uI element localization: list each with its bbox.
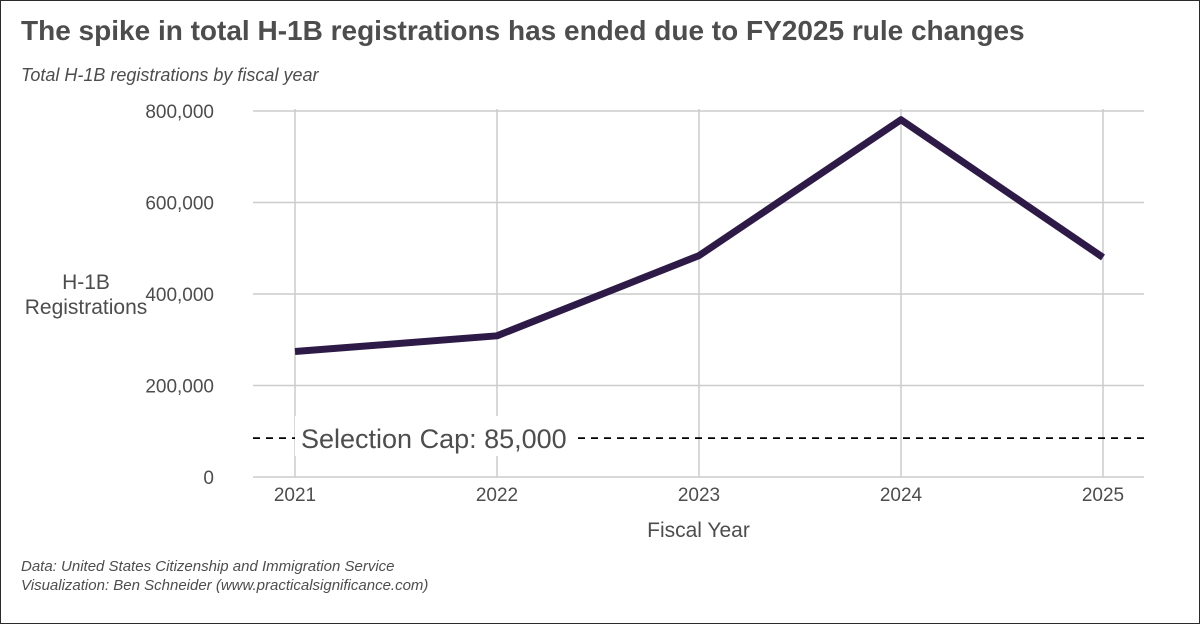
- x-tick-label: 2024: [880, 485, 923, 506]
- caption-credit: Visualization: Ben Schneider (www.practi…: [21, 577, 429, 594]
- x-tick-label: 2025: [1082, 485, 1124, 506]
- selection-cap-label: Selection Cap: 85,000: [301, 424, 567, 454]
- chart-subtitle: Total H-1B registrations by fiscal year: [21, 65, 319, 85]
- x-tick-label: 2022: [476, 485, 518, 506]
- x-tick-label: 2021: [274, 485, 316, 506]
- y-tick-label: 400,000: [145, 285, 214, 306]
- chart-title: The spike in total H-1B registrations ha…: [21, 15, 1025, 46]
- chart-caption: Data: United States Citizenship and Immi…: [21, 557, 428, 595]
- y-tick-label: 0: [203, 468, 214, 489]
- x-axis-title: Fiscal Year: [647, 519, 750, 542]
- y-axis-title: Registrations: [25, 296, 148, 319]
- y-tick-label: 800,000: [145, 102, 214, 123]
- y-tick-label: 200,000: [145, 377, 214, 398]
- x-tick-label: 2023: [678, 485, 720, 506]
- selection-cap-label-bg: [295, 416, 573, 457]
- y-axis-title: H-1B: [62, 271, 110, 294]
- caption-source: Data: United States Citizenship and Immi…: [21, 558, 395, 575]
- y-tick-label: 600,000: [145, 194, 214, 215]
